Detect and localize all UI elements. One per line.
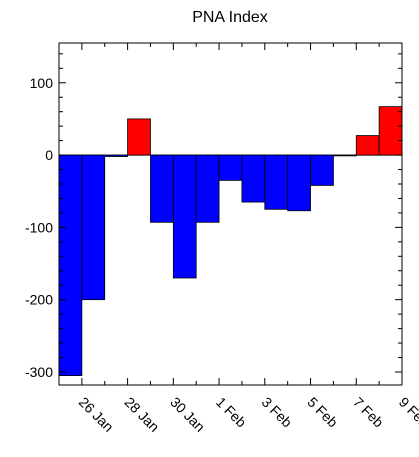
chart-title: PNA Index: [192, 9, 268, 26]
bar-1-feb: [195, 154, 220, 223]
bar-series: [58, 106, 403, 377]
y-tick-label: -200: [25, 292, 53, 308]
bar-8-feb: [355, 135, 380, 156]
bar-5-feb: [287, 154, 311, 212]
y-tick-label: -100: [25, 219, 53, 235]
bar-3-feb: [241, 154, 266, 203]
x-tick-label: 5 Feb: [304, 394, 341, 431]
bar-29-jan: [127, 118, 151, 156]
bar-31-jan: [172, 154, 197, 279]
x-tick-label: 28 Jan: [121, 394, 162, 435]
x-tick-label: 3 Feb: [259, 394, 296, 431]
y-tick-label: 0: [45, 147, 53, 163]
bar-26-jan: [58, 154, 83, 377]
x-tick-label: 1 Feb: [213, 394, 250, 431]
x-tick-label: 30 Jan: [167, 394, 208, 435]
x-tick-label: 7 Feb: [350, 394, 387, 431]
bar-30-jan: [150, 154, 174, 223]
bar-28-jan: [104, 154, 128, 157]
x-tick-label: 9 Feb: [396, 394, 419, 431]
bar-2-feb: [218, 154, 243, 181]
x-axis: 26 Jan 28 Jan 30 Jan 1 Feb 3 Feb 5 Feb 7 Feb 9 …: [76, 43, 419, 435]
bar-27-jan: [81, 154, 106, 301]
bar-7-feb: [332, 154, 357, 157]
y-tick-label: 100: [30, 75, 54, 91]
plot-frame: [58, 42, 403, 386]
bar-9-feb: [378, 106, 403, 156]
y-tick-label: -300: [25, 364, 53, 380]
bar-4-feb: [264, 154, 289, 210]
bar-6-feb: [310, 154, 334, 186]
y-axis: 100 0 -100 -200 -300: [25, 53, 402, 380]
x-tick-label: 26 Jan: [76, 394, 117, 435]
